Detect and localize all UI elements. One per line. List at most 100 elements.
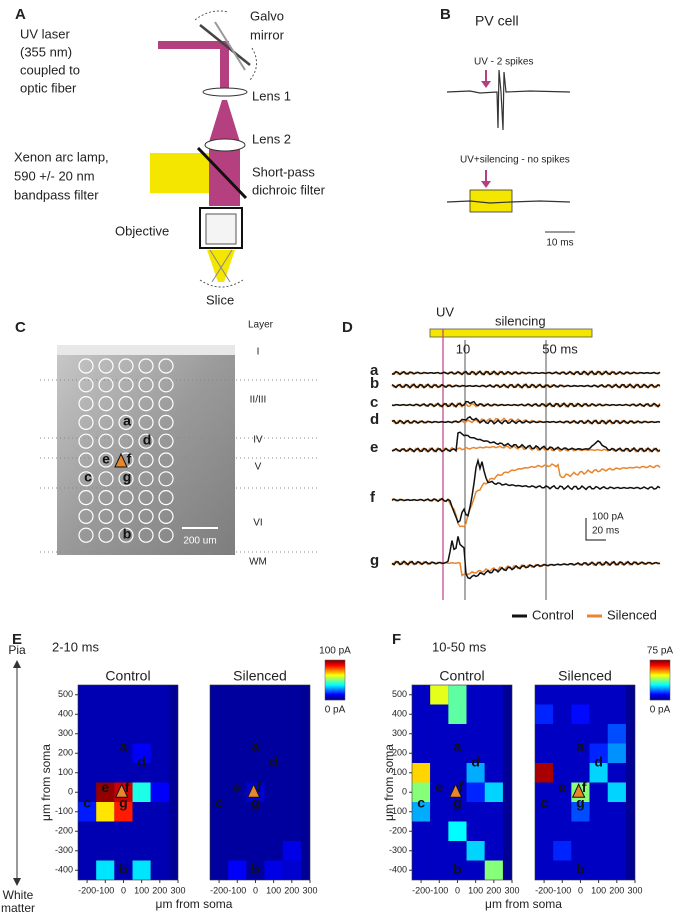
x-tick-label: 300 xyxy=(627,885,642,895)
heat-cell xyxy=(114,763,133,783)
light-cone xyxy=(211,249,233,283)
colorbar-step xyxy=(650,676,670,678)
colorbar-label: 75 pA xyxy=(647,646,673,657)
heat-cell xyxy=(228,821,247,841)
trace-letter: a xyxy=(370,362,379,379)
stim-site xyxy=(98,396,114,412)
pia-edge xyxy=(57,345,235,355)
x-tick-label: 200 xyxy=(486,885,501,895)
heat-cell xyxy=(448,821,467,841)
colorbar-step xyxy=(325,686,345,688)
colorbar-step xyxy=(650,695,670,697)
colorbar-frame xyxy=(324,659,346,701)
objective xyxy=(205,213,237,245)
stim-site xyxy=(98,377,114,393)
scan-arrow xyxy=(199,279,244,288)
colorbar-step xyxy=(325,682,345,684)
heat-cell xyxy=(448,724,467,744)
colorbar-step xyxy=(325,663,345,665)
heat-cell xyxy=(484,821,503,841)
stim-site xyxy=(118,377,134,393)
colorbar-step xyxy=(650,680,670,682)
label: silencing xyxy=(495,313,546,328)
colorbar-step xyxy=(650,687,670,689)
colorbar-step xyxy=(650,667,670,669)
y-tick-label: -100 xyxy=(389,806,407,816)
colorbar-step xyxy=(325,680,345,682)
heat-cell xyxy=(228,724,247,744)
x-tick-label: -200 xyxy=(535,885,553,895)
panel-label: D xyxy=(342,319,353,336)
y-axis-label: μm from soma xyxy=(382,744,396,821)
x-tick-label: -100 xyxy=(430,885,448,895)
heat-cell xyxy=(607,860,626,880)
heat-cell xyxy=(412,860,431,880)
heat-cell xyxy=(553,821,572,841)
site-letter: e xyxy=(102,451,110,467)
x-tick-label: -100 xyxy=(228,885,246,895)
label: PV cell xyxy=(475,13,519,29)
label: 10 xyxy=(456,341,470,356)
colorbar-step xyxy=(650,684,670,686)
layer-label: VI xyxy=(253,518,262,529)
heat-cell xyxy=(282,782,301,802)
trace xyxy=(446,69,571,131)
colorbar-step xyxy=(650,682,670,684)
stim-site xyxy=(158,433,174,449)
colorbar-step xyxy=(325,688,345,690)
y-tick-label: 100 xyxy=(392,767,407,777)
heat-cell xyxy=(412,802,431,822)
heat-cell xyxy=(228,782,247,802)
heat-cell xyxy=(607,724,626,744)
heat-cell xyxy=(589,802,608,822)
label: mirror xyxy=(250,27,285,42)
heat-cell xyxy=(589,841,608,861)
current-trace xyxy=(391,415,661,425)
heat-cell xyxy=(78,743,97,763)
x-tick-label: 100 xyxy=(266,885,281,895)
heat-cell xyxy=(114,685,133,705)
current-trace xyxy=(391,400,661,408)
heat-cell xyxy=(571,743,590,763)
heat-cell xyxy=(228,763,247,783)
heat-cell xyxy=(535,860,554,880)
site-letter: a xyxy=(123,413,131,429)
site-letter: d xyxy=(143,432,152,448)
heat-cell xyxy=(571,860,590,880)
heat-cell xyxy=(571,821,590,841)
site-letter: d xyxy=(471,754,480,770)
heat-cell xyxy=(484,860,503,880)
heat-cell xyxy=(78,704,97,724)
colorbar-step xyxy=(325,695,345,697)
stim-site xyxy=(138,377,154,393)
heat-cell xyxy=(282,743,301,763)
heat-cell xyxy=(78,685,97,705)
y-tick-label: -400 xyxy=(389,865,407,875)
x-tick-label: -100 xyxy=(553,885,571,895)
heat-cell xyxy=(430,860,449,880)
y-tick-label: 0 xyxy=(68,787,73,797)
y-tick-label: 400 xyxy=(392,709,407,719)
map-title: Control xyxy=(105,668,150,684)
stim-site xyxy=(78,490,94,506)
site-letter: f xyxy=(257,779,262,795)
stim-site xyxy=(158,414,174,430)
heat-cell xyxy=(150,724,169,744)
label: Lens 1 xyxy=(252,88,291,103)
heat-cell xyxy=(448,763,467,783)
stim-site xyxy=(138,358,154,374)
colorbar-label: 0 pA xyxy=(650,705,671,716)
panel-label: F xyxy=(392,631,401,648)
label: Layer xyxy=(248,320,274,331)
colorbar-step xyxy=(325,674,345,676)
yellow-light xyxy=(150,153,210,193)
heat-cell xyxy=(114,724,133,744)
colorbar-step xyxy=(650,690,670,692)
heat-cell xyxy=(484,724,503,744)
stim-site xyxy=(78,471,94,487)
heat-cell xyxy=(607,685,626,705)
label: 2-10 ms xyxy=(52,639,99,654)
label: Short-pass xyxy=(252,164,315,179)
x-axis-label: μm from soma xyxy=(485,897,562,911)
heat-cell xyxy=(412,743,431,763)
